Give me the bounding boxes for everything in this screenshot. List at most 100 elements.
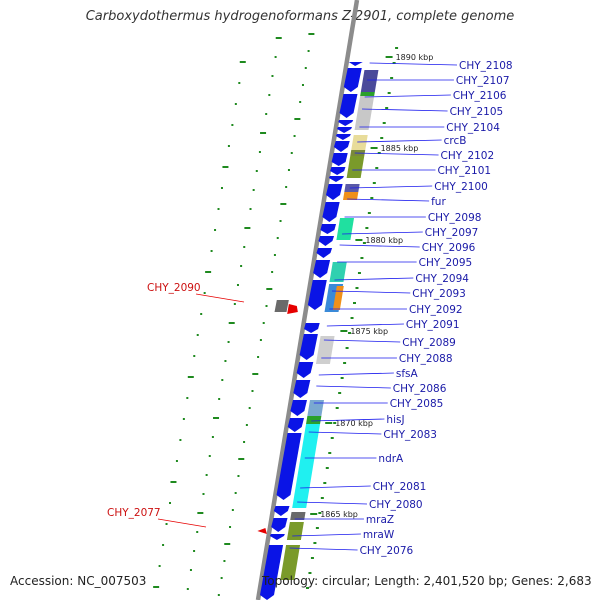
- tick-mark: [265, 113, 268, 115]
- forward-gene-arrow: [287, 418, 305, 432]
- tick-mark: [208, 455, 211, 457]
- feature-block: [292, 424, 321, 508]
- tick-mark: [158, 565, 161, 567]
- tick-mark: [245, 424, 248, 426]
- tick-mark: [251, 390, 254, 392]
- gene-label: CHY_2092: [409, 304, 463, 316]
- tick-mark: [175, 460, 178, 462]
- tick-mark: [197, 512, 204, 514]
- gene-label: CHY_2091: [406, 319, 460, 331]
- label-line: [369, 62, 458, 66]
- tick-mark: [220, 577, 223, 579]
- tick-mark: [237, 475, 240, 477]
- tick-mark: [213, 417, 220, 419]
- tick-mark: [262, 322, 265, 324]
- gene-label: sfsA: [396, 368, 419, 380]
- feature-block: [307, 400, 324, 416]
- label-line: [342, 231, 423, 235]
- tick-mark: [325, 467, 329, 469]
- tick-mark: [395, 47, 399, 49]
- tick-mark: [217, 594, 220, 596]
- feature-block: [351, 135, 368, 150]
- gene-label: CHY_2105: [450, 106, 504, 118]
- tick-mark: [227, 145, 230, 147]
- gene-label: CHY_2089: [402, 337, 456, 349]
- tick-mark: [249, 208, 252, 210]
- scale-tick: [325, 422, 333, 424]
- label-line: [339, 244, 420, 248]
- scale-label: 1890 kbp: [396, 53, 434, 62]
- tick-mark: [293, 135, 296, 137]
- reverse-feature-block: [274, 300, 289, 312]
- tick-mark: [385, 107, 389, 109]
- label-line: [354, 152, 439, 156]
- tick-mark: [196, 334, 199, 336]
- tick-mark: [238, 458, 245, 460]
- forward-gene-arrow: [326, 184, 343, 200]
- tick-mark: [187, 376, 194, 378]
- gene-label: CHY_2083: [383, 429, 437, 441]
- tick-mark: [290, 152, 293, 154]
- tick-mark: [328, 452, 332, 454]
- gene-label: mraZ: [366, 514, 394, 526]
- tick-mark: [275, 37, 282, 39]
- scale-label: 1870 kbp: [335, 419, 373, 428]
- tick-mark: [234, 492, 237, 494]
- tick-mark: [236, 284, 239, 286]
- tick-mark: [217, 208, 220, 210]
- label-line: [157, 518, 207, 528]
- scale-tick: [310, 513, 318, 515]
- tick-mark: [382, 122, 386, 124]
- label-line: [289, 547, 358, 551]
- reverse-gene-arrow: [287, 304, 298, 314]
- forward-gene-arrow: [348, 62, 363, 66]
- tick-mark: [301, 84, 304, 86]
- tick-mark: [214, 229, 217, 231]
- label-line: [300, 485, 371, 489]
- tick-mark: [372, 182, 376, 184]
- tick-mark: [238, 82, 241, 84]
- tick-mark: [338, 392, 342, 394]
- tick-mark: [252, 189, 255, 191]
- label-line: [195, 293, 245, 303]
- feature-block: [332, 286, 344, 310]
- tick-mark: [218, 398, 221, 400]
- scale-label: 1875 kbp: [350, 327, 388, 336]
- scale-label: 1880 kbp: [365, 236, 403, 245]
- label-line: [331, 290, 411, 294]
- gene-label: CHY_2106: [453, 90, 507, 102]
- forward-gene-arrow: [320, 224, 337, 234]
- forward-gene-arrow: [338, 120, 354, 126]
- label-line: [311, 418, 385, 422]
- tick-mark: [205, 271, 212, 273]
- tick-mark: [211, 436, 214, 438]
- gene-label: CHY_2080: [369, 499, 423, 511]
- label-line: [292, 533, 361, 537]
- tick-mark: [153, 586, 160, 588]
- tick-mark: [239, 61, 246, 63]
- tick-mark: [243, 441, 246, 443]
- tick-mark: [268, 94, 271, 96]
- tick-mark: [340, 377, 344, 379]
- tick-mark: [248, 407, 251, 409]
- feature-block: [360, 70, 379, 92]
- tick-mark: [271, 75, 274, 77]
- gene-label: CHY_2108: [459, 60, 513, 72]
- tick-mark: [287, 169, 290, 171]
- scale-tick: [340, 330, 348, 332]
- tick-mark: [304, 67, 307, 69]
- scale-label: 1865 kbp: [320, 510, 358, 519]
- feature-block: [354, 96, 375, 130]
- label-line: [326, 323, 404, 327]
- gene-label: CHY_2104: [446, 122, 500, 134]
- tick-mark: [243, 246, 246, 248]
- forward-gene-arrow: [337, 127, 353, 133]
- label-line: [318, 372, 394, 376]
- tick-mark: [299, 101, 302, 103]
- tick-mark: [279, 220, 282, 222]
- feature-block: [360, 92, 375, 96]
- gene-label: CHY_2085: [390, 398, 444, 410]
- gene-label: CHY_2097: [425, 227, 479, 239]
- forward-gene-arrow: [313, 260, 331, 278]
- scale-labels: 1890 kbp 1885 kbp 1880 kbp 1875 kbp 1870 kbp…: [310, 53, 433, 519]
